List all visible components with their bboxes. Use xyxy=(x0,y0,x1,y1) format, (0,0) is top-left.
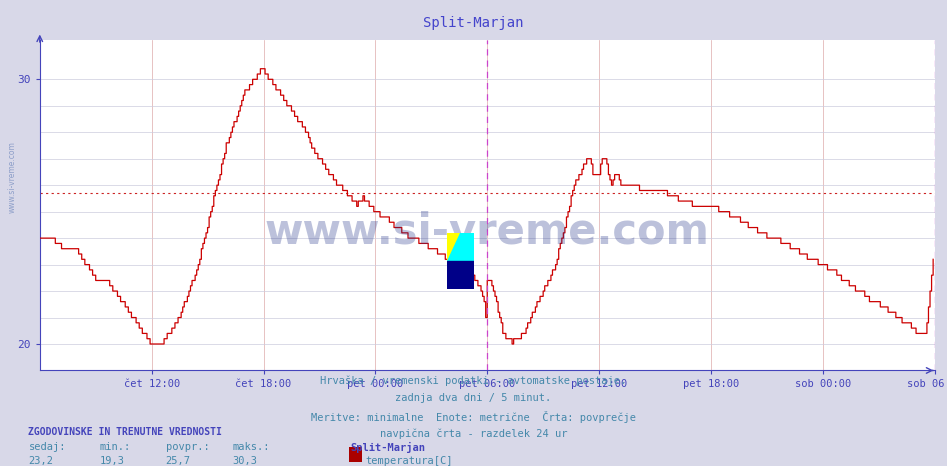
Polygon shape xyxy=(447,233,460,261)
Text: Meritve: minimalne  Enote: metrične  Črta: povprečje: Meritve: minimalne Enote: metrične Črta:… xyxy=(311,411,636,423)
Text: 25,7: 25,7 xyxy=(166,456,190,466)
Text: maks.:: maks.: xyxy=(232,442,270,452)
Text: Split-Marjan: Split-Marjan xyxy=(423,16,524,30)
Text: sedaj:: sedaj: xyxy=(28,442,66,452)
Text: povpr.:: povpr.: xyxy=(166,442,209,452)
Text: temperatura[C]: temperatura[C] xyxy=(366,456,453,466)
Text: Hrvaška / vremenski podatki - avtomatske postaje.: Hrvaška / vremenski podatki - avtomatske… xyxy=(320,375,627,386)
Text: Split-Marjan: Split-Marjan xyxy=(350,442,425,453)
Text: 23,2: 23,2 xyxy=(28,456,53,466)
Text: ZGODOVINSKE IN TRENUTNE VREDNOSTI: ZGODOVINSKE IN TRENUTNE VREDNOSTI xyxy=(28,427,223,437)
Polygon shape xyxy=(447,233,474,261)
Text: www.si-vreme.com: www.si-vreme.com xyxy=(8,141,17,213)
Polygon shape xyxy=(447,261,474,289)
Text: 19,3: 19,3 xyxy=(99,456,124,466)
Text: min.:: min.: xyxy=(99,442,131,452)
Text: www.si-vreme.com: www.si-vreme.com xyxy=(265,211,709,253)
Text: 30,3: 30,3 xyxy=(232,456,257,466)
Text: navpična črta - razdelek 24 ur: navpična črta - razdelek 24 ur xyxy=(380,428,567,439)
Text: zadnja dva dni / 5 minut.: zadnja dva dni / 5 minut. xyxy=(396,393,551,403)
